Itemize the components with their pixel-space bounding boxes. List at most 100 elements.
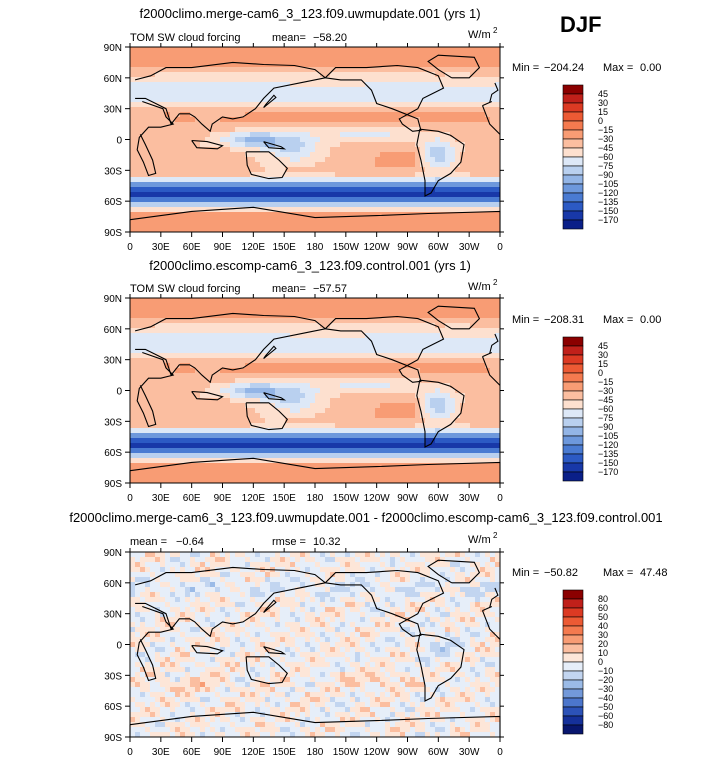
field-cell <box>455 333 461 339</box>
field-cell <box>490 132 496 138</box>
field-cell <box>130 343 136 349</box>
field-cell <box>205 212 211 218</box>
field-cell <box>230 97 236 103</box>
field-cell <box>480 338 486 344</box>
field-cell <box>340 222 346 228</box>
field-cell <box>435 182 441 188</box>
field-cell <box>470 413 476 419</box>
field-cell <box>145 222 151 228</box>
field-cell <box>230 418 236 424</box>
field-cell <box>275 368 281 374</box>
field-cell <box>390 187 396 193</box>
field-cell <box>325 82 331 88</box>
field-cell <box>210 57 216 63</box>
field-cell <box>250 408 256 414</box>
field-cell <box>265 222 271 228</box>
field-cell <box>275 388 281 394</box>
field-cell <box>415 97 421 103</box>
field-cell <box>430 132 436 138</box>
field-cell <box>295 72 301 78</box>
field-cell <box>365 423 371 429</box>
field-cell <box>185 308 191 314</box>
field-cell <box>195 147 201 153</box>
field-cell <box>390 102 396 108</box>
field-cell <box>375 57 381 63</box>
field-cell <box>160 323 166 329</box>
field-cell <box>310 57 316 63</box>
field-cell <box>430 227 436 233</box>
field-cell <box>450 172 456 178</box>
field-cell <box>410 52 416 58</box>
field-cell <box>335 212 341 218</box>
field-cell <box>200 152 206 158</box>
field-cell <box>475 222 481 228</box>
field-cell <box>380 393 386 399</box>
field-cell <box>395 348 401 354</box>
field-cell <box>425 197 431 203</box>
field-cell <box>290 388 296 394</box>
field-cell <box>370 57 376 63</box>
field-cell <box>460 102 466 108</box>
field-cell <box>310 363 316 369</box>
field-cell <box>350 403 356 409</box>
field-cell <box>285 358 291 364</box>
field-cell <box>340 82 346 88</box>
field-cell <box>235 343 241 349</box>
field-cell <box>435 328 441 334</box>
field-cell <box>325 373 331 379</box>
field-cell <box>170 112 176 118</box>
field-cell <box>275 403 281 409</box>
field-cell <box>420 333 426 339</box>
field-cell <box>160 167 166 173</box>
field-cell <box>410 82 416 88</box>
field-cell <box>275 353 281 359</box>
field-cell <box>205 207 211 213</box>
field-cell <box>265 112 271 118</box>
field-cell <box>430 393 436 399</box>
field-cell <box>255 72 261 78</box>
field-cell <box>235 348 241 354</box>
field-cell <box>165 137 171 143</box>
field-cell <box>430 152 436 158</box>
field-cell <box>415 423 421 429</box>
field-cell <box>210 328 216 334</box>
field-cell <box>285 227 291 233</box>
field-cell <box>420 368 426 374</box>
field-cell <box>140 202 146 208</box>
field-cell <box>230 403 236 409</box>
colorbar-swatch <box>562 192 584 203</box>
field-cell <box>425 122 431 128</box>
field-cell <box>400 152 406 158</box>
field-cell <box>310 107 316 113</box>
field-cell <box>420 438 426 444</box>
field-cell <box>480 67 486 73</box>
field-cell <box>185 182 191 188</box>
field-cell <box>435 338 441 344</box>
field-cell <box>320 77 326 83</box>
field-cell <box>420 157 426 163</box>
field-cell <box>390 298 396 304</box>
field-cell <box>495 423 501 429</box>
field-cell <box>460 212 466 218</box>
field-cell <box>240 57 246 63</box>
field-cell <box>460 132 466 138</box>
field-cell <box>245 338 251 344</box>
field-cell <box>400 102 406 108</box>
field-cell <box>305 182 311 188</box>
field-cell <box>300 182 306 188</box>
field-cell <box>475 212 481 218</box>
field-cell <box>465 117 471 123</box>
field-cell <box>395 202 401 208</box>
field-cell <box>260 398 266 404</box>
field-cell <box>445 202 451 208</box>
field-cell <box>180 428 186 434</box>
field-cell <box>195 318 201 324</box>
field-cell <box>495 328 501 334</box>
field-cell <box>145 318 151 324</box>
field-cell <box>225 212 231 218</box>
field-cell <box>235 378 241 384</box>
field-cell <box>270 212 276 218</box>
field-cell <box>185 418 191 424</box>
field-cell <box>150 303 156 309</box>
